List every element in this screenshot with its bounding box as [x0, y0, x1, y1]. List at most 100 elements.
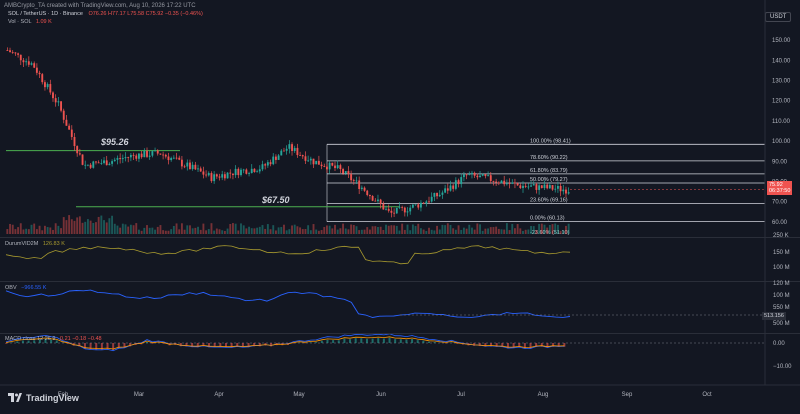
volume-bar	[449, 224, 452, 234]
obv-name: OBV	[5, 285, 17, 291]
time-axis-label: Aug	[538, 392, 549, 398]
time-axis-label: Jul	[457, 392, 465, 398]
obv-axis-5: 500 M	[773, 321, 790, 327]
candle	[409, 207, 412, 212]
macd-histogram-bar	[67, 343, 70, 344]
macd-histogram-bar	[394, 339, 397, 343]
volume-bar	[465, 228, 468, 234]
volume-bar	[35, 229, 38, 234]
pane-separator[interactable]	[0, 281, 800, 282]
candle	[465, 174, 468, 176]
candle	[170, 158, 173, 161]
macd-histogram-bar	[349, 339, 352, 343]
candle	[68, 125, 71, 130]
pane-separator[interactable]	[0, 237, 800, 238]
volume-bar	[240, 223, 242, 234]
candle	[105, 160, 108, 166]
macd-histogram-bar	[236, 343, 239, 348]
volume-bar	[205, 230, 208, 234]
candle	[366, 190, 369, 195]
volume-bar	[562, 230, 565, 234]
price-axis-label: 110.00	[772, 119, 791, 125]
candle	[339, 165, 342, 170]
volume-bar	[559, 230, 562, 234]
volume-bar	[363, 229, 366, 234]
macd-histogram-bar	[78, 343, 81, 347]
macd-axis-2: −10.00	[773, 364, 792, 370]
volume-bar	[46, 227, 49, 234]
candle	[135, 155, 138, 159]
fib-label: -23.60% (51.10)	[530, 230, 570, 236]
macd-histogram-bar	[557, 343, 560, 347]
volume-bar	[248, 226, 250, 234]
pane-separator[interactable]	[0, 333, 800, 334]
candle	[19, 54, 22, 61]
macd-histogram-bar	[10, 342, 13, 343]
macd-histogram-bar	[129, 343, 132, 347]
macd-label[interactable]: MACD close 12 26 9 0.21 −0.18 −0.48	[5, 336, 102, 342]
volume-bar	[237, 230, 240, 234]
volume-bar	[390, 225, 393, 234]
volume-axis-label: 250 K	[773, 233, 789, 239]
volume-bar	[425, 230, 428, 234]
volume-bar	[92, 222, 95, 234]
volume-bar	[548, 224, 551, 234]
volume-bar	[454, 229, 457, 234]
candle	[315, 160, 318, 165]
volume-bar	[446, 223, 449, 234]
candle	[473, 172, 476, 176]
volume-bar	[127, 226, 130, 234]
candle	[159, 153, 162, 155]
symbol-name[interactable]: SOL / TetherUS · 1D · Binance	[8, 11, 83, 17]
candle	[84, 164, 87, 166]
candle	[108, 163, 111, 166]
volume-bar	[283, 224, 285, 234]
price-axis-label: 90.00	[772, 159, 788, 165]
candle	[358, 180, 361, 190]
candle	[489, 175, 492, 181]
candle	[183, 166, 186, 168]
dmi-label[interactable]: DurumVID2M 126.83 K	[5, 241, 65, 247]
candle	[503, 180, 506, 185]
volume-bar	[197, 226, 199, 234]
volume-bar	[285, 230, 288, 234]
candle	[401, 206, 404, 208]
candle	[245, 169, 248, 174]
macd-histogram-bar	[399, 339, 402, 343]
volume-bar	[258, 226, 261, 234]
volume-bar	[103, 220, 105, 234]
candle	[460, 177, 463, 185]
dmi-line	[5, 245, 571, 265]
macd-histogram-bar	[546, 343, 549, 348]
volume-bar	[52, 229, 54, 234]
time-axis-label: May	[293, 392, 304, 398]
volume-bar	[519, 228, 522, 234]
volume-bar	[70, 219, 73, 234]
obv-label[interactable]: OBV −966.55 K	[5, 285, 46, 291]
annotation-95: $95.26	[101, 137, 129, 147]
macd-histogram-bar	[354, 338, 357, 343]
candle	[100, 162, 103, 164]
volume-bar	[352, 224, 355, 234]
candle	[307, 160, 310, 162]
macd-histogram-bar	[213, 343, 216, 348]
candle	[556, 185, 559, 189]
macd-histogram-bar	[490, 343, 493, 347]
volume-bar	[223, 230, 226, 234]
candle	[492, 180, 495, 182]
volume-bar	[175, 223, 178, 234]
candle	[221, 174, 224, 178]
macd-histogram-bar	[21, 340, 24, 343]
fib-label: 100.00% (98.41)	[530, 138, 571, 144]
macd-signal-line	[5, 336, 565, 350]
tradingview-logo[interactable]: TradingView	[8, 393, 79, 403]
volume-bar	[11, 224, 14, 234]
currency-button[interactable]: USDT	[765, 12, 792, 22]
macd-histogram-bar	[230, 343, 233, 348]
volume-bar	[532, 226, 535, 234]
volume-bar	[62, 217, 65, 234]
macd-histogram-bar	[106, 343, 109, 350]
volume-bar	[250, 228, 253, 234]
candle	[425, 201, 428, 204]
